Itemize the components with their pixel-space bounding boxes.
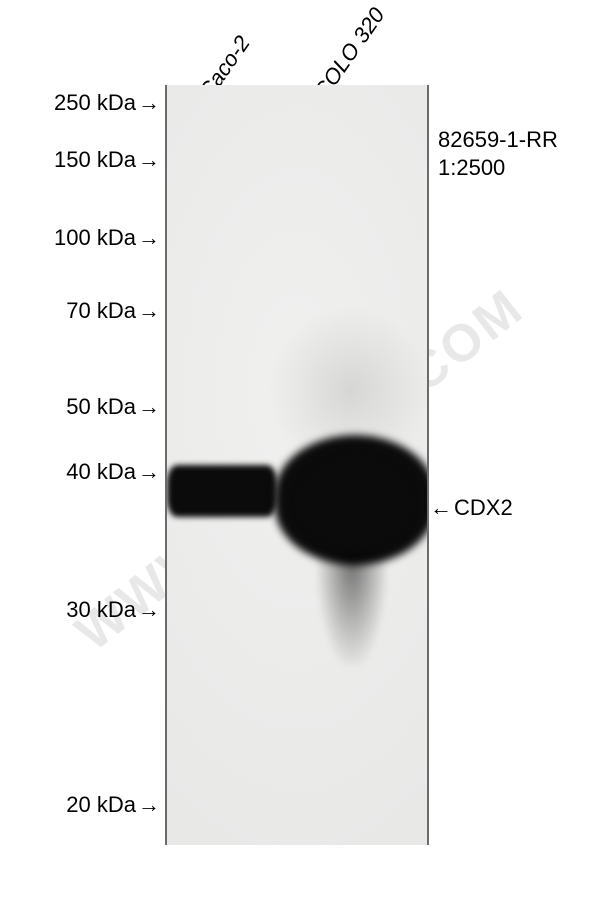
arrow-right-icon: → bbox=[138, 298, 160, 324]
ladder-70kda: 70 kDa→ bbox=[66, 298, 160, 324]
ladder-text: 40 kDa bbox=[66, 459, 136, 485]
ladder-text: 70 kDa bbox=[66, 298, 136, 324]
arrow-left-icon: ← bbox=[430, 495, 452, 521]
ladder-40kda: 40 kDa→ bbox=[66, 459, 160, 485]
arrow-right-icon: → bbox=[138, 90, 160, 116]
ladder-30kda: 30 kDa→ bbox=[66, 597, 160, 623]
arrow-right-icon: → bbox=[138, 147, 160, 173]
arrow-right-icon: → bbox=[138, 459, 160, 485]
ladder-text: 150 kDa bbox=[54, 147, 136, 173]
antibody-catalog: 82659-1-RR bbox=[438, 126, 558, 154]
arrow-right-icon: → bbox=[138, 225, 160, 251]
lane2-smear bbox=[317, 555, 387, 665]
ladder-text: 50 kDa bbox=[66, 394, 136, 420]
target-text: CDX2 bbox=[454, 495, 513, 521]
antibody-info: 82659-1-RR 1:2500 bbox=[438, 126, 558, 181]
ladder-text: 20 kDa bbox=[66, 792, 136, 818]
band-lane2-core bbox=[295, 455, 415, 550]
ladder-50kda: 50 kDa→ bbox=[66, 394, 160, 420]
ladder-150kda: 150 kDa→ bbox=[54, 147, 160, 173]
ladder-text: 30 kDa bbox=[66, 597, 136, 623]
arrow-right-icon: → bbox=[138, 597, 160, 623]
ladder-text: 250 kDa bbox=[54, 90, 136, 116]
antibody-dilution: 1:2500 bbox=[438, 154, 558, 182]
target-cdx2-label: ←CDX2 bbox=[430, 495, 513, 521]
ladder-text: 100 kDa bbox=[54, 225, 136, 251]
blot-membrane bbox=[165, 85, 429, 845]
ladder-100kda: 100 kDa→ bbox=[54, 225, 160, 251]
band-lane1-cdx2 bbox=[167, 465, 277, 517]
ladder-20kda: 20 kDa→ bbox=[66, 792, 160, 818]
western-blot-figure: WWW.PTGLAB.COM Caco-2 COLO 320 250 kDa→ … bbox=[0, 0, 600, 903]
arrow-right-icon: → bbox=[138, 792, 160, 818]
arrow-right-icon: → bbox=[138, 394, 160, 420]
ladder-250kda: 250 kDa→ bbox=[54, 90, 160, 116]
